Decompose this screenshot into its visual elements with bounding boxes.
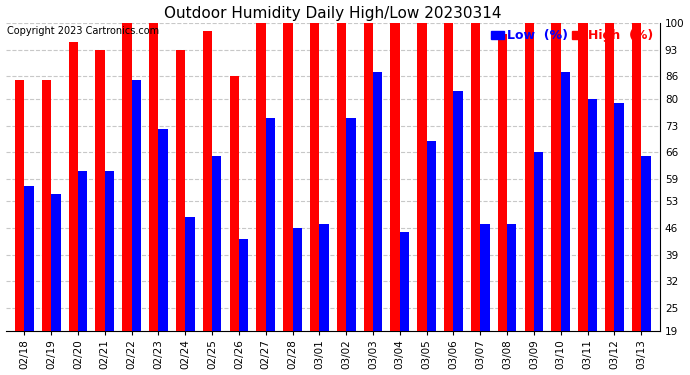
Bar	[132, 80, 141, 375]
Bar	[159, 129, 168, 375]
Bar	[68, 42, 78, 375]
Bar	[534, 152, 543, 375]
Bar	[15, 80, 24, 375]
Bar	[266, 118, 275, 375]
Bar	[185, 217, 195, 375]
Bar	[453, 92, 463, 375]
Bar	[400, 232, 409, 375]
Bar	[239, 240, 248, 375]
Bar	[230, 76, 239, 375]
Bar	[42, 80, 51, 375]
Bar	[588, 99, 597, 375]
Bar	[51, 194, 61, 375]
Bar	[507, 224, 517, 375]
Bar	[551, 23, 561, 375]
Bar	[480, 224, 490, 375]
Title: Outdoor Humidity Daily High/Low 20230314: Outdoor Humidity Daily High/Low 20230314	[164, 6, 502, 21]
Bar	[391, 23, 400, 375]
Bar	[24, 186, 34, 375]
Bar	[346, 118, 355, 375]
Bar	[283, 23, 293, 375]
Bar	[471, 23, 480, 375]
Bar	[605, 23, 614, 375]
Bar	[176, 50, 185, 375]
Bar	[614, 103, 624, 375]
Bar	[641, 156, 651, 375]
Bar	[95, 50, 105, 375]
Bar	[364, 23, 373, 375]
Bar	[293, 228, 302, 375]
Bar	[337, 23, 346, 375]
Bar	[256, 23, 266, 375]
Bar	[417, 23, 426, 375]
Legend: Low  (%), High  (%): Low (%), High (%)	[491, 29, 653, 42]
Bar	[319, 224, 328, 375]
Bar	[524, 23, 534, 375]
Bar	[149, 23, 159, 375]
Bar	[444, 23, 453, 375]
Bar	[426, 141, 436, 375]
Bar	[373, 72, 382, 375]
Bar	[105, 171, 114, 375]
Bar	[561, 72, 570, 375]
Bar	[632, 23, 641, 375]
Bar	[497, 34, 507, 375]
Bar	[78, 171, 88, 375]
Bar	[212, 156, 221, 375]
Text: Copyright 2023 Cartronics.com: Copyright 2023 Cartronics.com	[7, 26, 159, 36]
Bar	[310, 23, 319, 375]
Bar	[122, 23, 132, 375]
Bar	[578, 23, 588, 375]
Bar	[203, 31, 212, 375]
